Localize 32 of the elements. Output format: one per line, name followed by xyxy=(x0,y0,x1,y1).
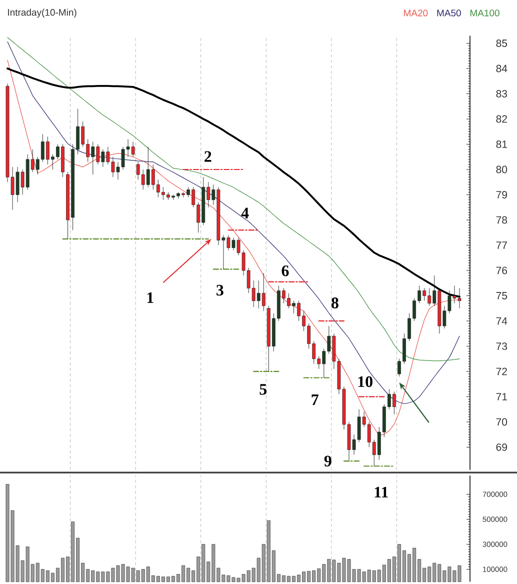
text: MA20 xyxy=(404,10,428,16)
y-tick-label: 70 xyxy=(496,418,508,426)
y-tick-label: 83 xyxy=(496,90,508,98)
y-tick-label: 85 xyxy=(496,40,508,47)
y-tick-label: 71 xyxy=(496,393,507,400)
y-tick-label: 82 xyxy=(496,115,507,123)
text: MA50 xyxy=(437,10,461,16)
annotation: 2 xyxy=(204,151,212,162)
y-tick-label: 77 xyxy=(496,242,507,249)
y-tick-label: 76 xyxy=(496,266,508,274)
y-tick-label: 75 xyxy=(496,292,508,300)
y-tick-label: 84 xyxy=(496,64,508,72)
y-tick-label: 78 xyxy=(496,216,508,224)
annotation: 6 xyxy=(282,265,289,276)
y-tick-label: 80 xyxy=(496,166,508,174)
annotation: 3 xyxy=(216,284,224,296)
annotation: 8 xyxy=(331,298,338,308)
annotation: 10 xyxy=(358,376,372,388)
annotation: 5 xyxy=(260,384,267,395)
annotation: 1 xyxy=(147,292,154,303)
y-tick-label: 74 xyxy=(496,317,508,325)
y-tick-label: 81 xyxy=(496,140,507,148)
annotation: 11 xyxy=(374,486,388,498)
annotation: 7 xyxy=(312,394,318,405)
y-tick-label: 73 xyxy=(496,342,508,350)
y-tick-label: 69 xyxy=(496,443,507,451)
chart-title: Intraday(10-Min) xyxy=(8,8,76,18)
annotation: 9 xyxy=(324,456,332,466)
text: MA100 xyxy=(470,10,500,16)
y-tick-label: 72 xyxy=(496,368,507,376)
y-tick-label: 79 xyxy=(496,191,507,198)
annotation: 4 xyxy=(241,208,249,218)
